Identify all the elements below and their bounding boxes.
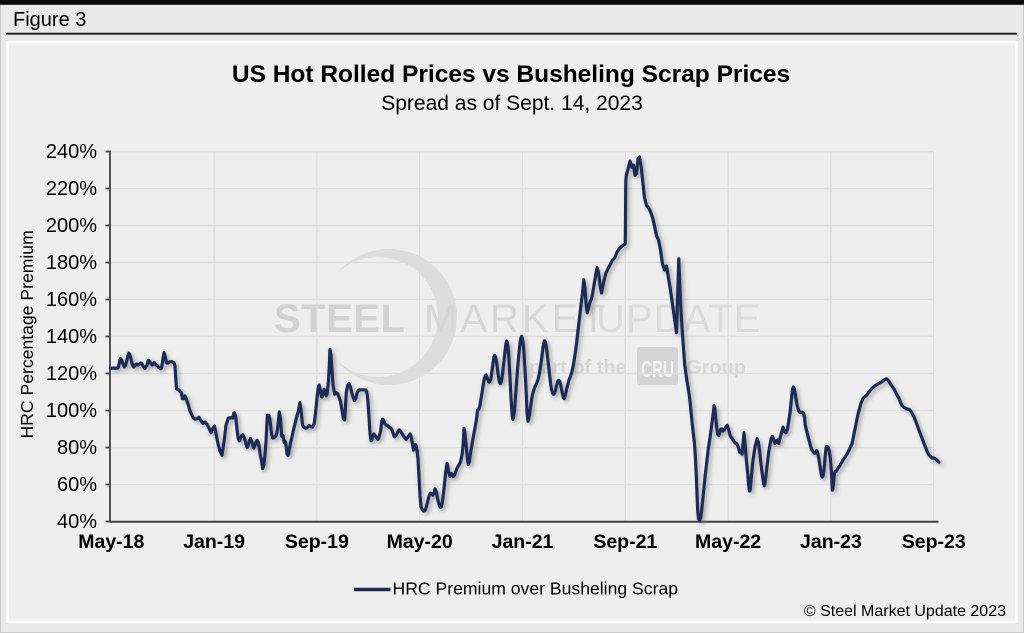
svg-text:© Steel Market Update 2023: © Steel Market Update 2023 [804, 603, 1006, 620]
svg-text:HRC Premium over Busheling Scr: HRC Premium over Busheling Scrap [393, 579, 679, 599]
svg-text:140%: 140% [46, 326, 97, 348]
svg-text:Sep-21: Sep-21 [593, 531, 657, 553]
svg-text:May-22: May-22 [695, 531, 761, 553]
svg-text:Sep-19: Sep-19 [285, 531, 349, 553]
svg-text:240%: 240% [46, 141, 97, 163]
svg-text:Group: Group [686, 357, 746, 379]
svg-text:220%: 220% [46, 178, 97, 200]
svg-text:200%: 200% [46, 215, 97, 237]
svg-text:Sep-23: Sep-23 [902, 531, 966, 553]
svg-text:CRU: CRU [641, 356, 674, 382]
svg-text:May-18: May-18 [78, 531, 144, 553]
svg-text:Figure 3: Figure 3 [13, 9, 86, 31]
svg-text:60%: 60% [57, 474, 97, 496]
svg-text:May-20: May-20 [387, 531, 453, 553]
svg-text:Spread as of Sept. 14, 2023: Spread as of Sept. 14, 2023 [381, 92, 643, 115]
svg-text:Jan-19: Jan-19 [183, 531, 245, 553]
svg-text:120%: 120% [46, 363, 97, 385]
svg-text:100%: 100% [46, 400, 97, 422]
svg-text:Jan-21: Jan-21 [492, 531, 554, 553]
svg-text:40%: 40% [57, 511, 97, 533]
svg-text:STEEL: STEEL [274, 297, 405, 341]
svg-text:HRC Percentage Premium: HRC Percentage Premium [17, 230, 37, 438]
svg-text:Jan-23: Jan-23 [800, 531, 862, 553]
svg-text:MARKET: MARKET [424, 297, 609, 341]
svg-text:US Hot Rolled Prices vs Bushel: US Hot Rolled Prices vs Busheling Scrap … [232, 61, 790, 88]
svg-text:80%: 80% [57, 437, 97, 459]
svg-text:180%: 180% [46, 252, 97, 274]
svg-text:part of the: part of the [529, 357, 627, 379]
svg-text:160%: 160% [46, 289, 97, 311]
